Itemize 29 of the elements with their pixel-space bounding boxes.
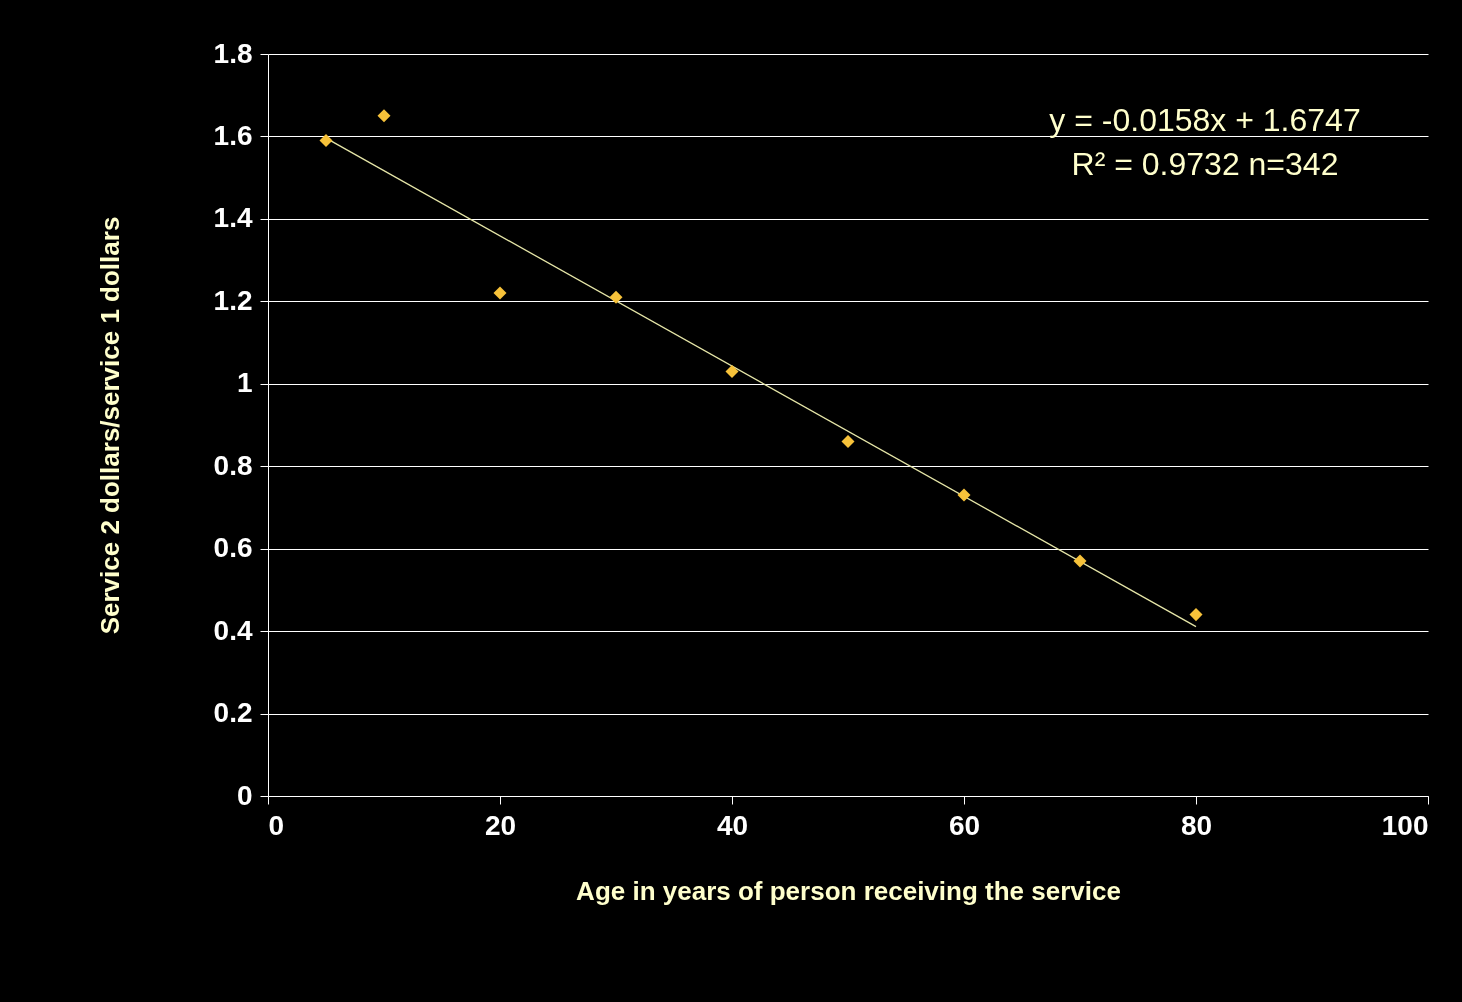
y-tick-label: 0.8 — [213, 449, 253, 481]
point — [725, 364, 739, 378]
point — [377, 109, 391, 123]
point — [493, 286, 507, 300]
point — [1073, 554, 1087, 568]
y-tick-label: 1.8 — [213, 37, 253, 69]
y-tick-label: 0 — [236, 779, 253, 811]
point — [609, 290, 623, 304]
x-axis-title: Age in years of person receiving the service — [576, 875, 1121, 906]
x-tick-label: 0 — [268, 809, 285, 841]
y-tick-label: 0.4 — [213, 614, 253, 646]
y-tick-label: 1.2 — [213, 284, 253, 316]
point — [841, 434, 855, 449]
point — [957, 488, 971, 502]
x-tick-label: 80 — [1180, 809, 1213, 841]
y-tick-label: 1 — [236, 367, 253, 399]
x-tick-label: 20 — [484, 809, 517, 841]
point — [1189, 608, 1203, 622]
x-tick-label: 40 — [716, 809, 749, 841]
y-tick-label: 1.4 — [213, 202, 253, 234]
annotation: y = -0.0158x + 1.6747 — [1049, 102, 1361, 138]
x-tick-label: 100 — [1381, 809, 1429, 841]
annotation: R² = 0.9732 n=342 — [1071, 146, 1339, 182]
point — [319, 134, 333, 148]
x-tick-label: 60 — [948, 809, 981, 841]
y-axis-title: Service 2 dollars/service 1 dollars — [94, 216, 125, 635]
y-tick-label: 0.2 — [213, 697, 253, 729]
y-tick-label: 0.6 — [213, 532, 253, 564]
y-tick-label: 1.6 — [213, 119, 253, 151]
